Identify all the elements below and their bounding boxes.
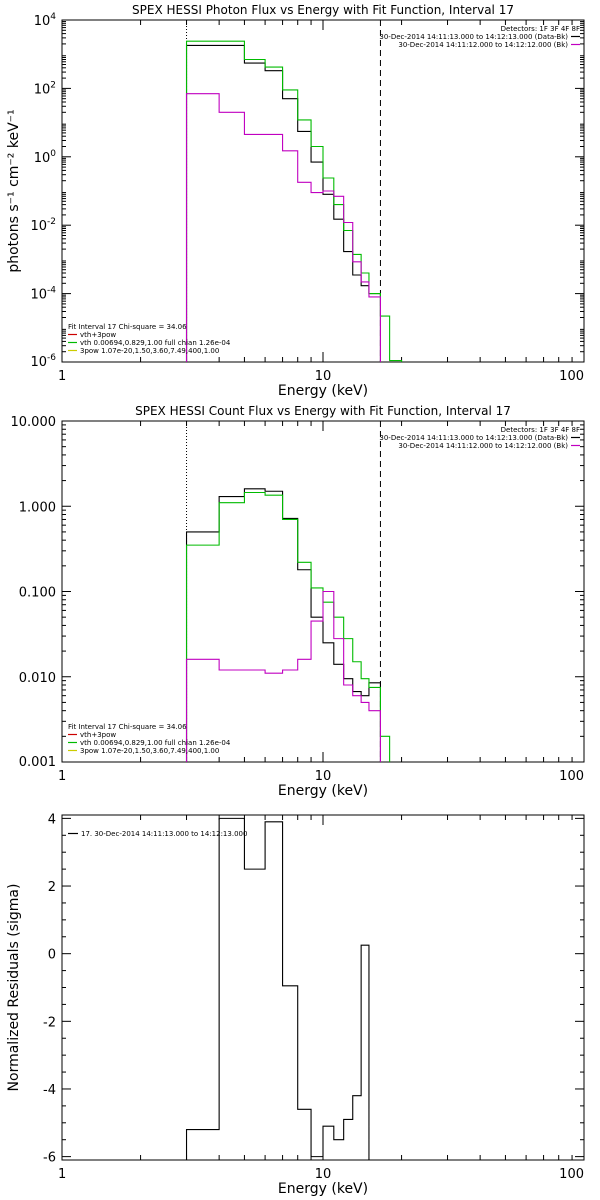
y-tick-exponent: 4 [50,12,56,22]
y-tick-base: 10 [34,82,51,97]
y-tick-exponent: 2 [50,80,56,90]
series-2-0 [185,817,381,1160]
y-tick-label: 0.010 [19,671,56,686]
x-tick-label: 100 [559,1167,584,1182]
legend-right-header: Detectors: 1F 3F 4F 8F [501,426,580,434]
series-1-0 [185,488,381,762]
chart-title-0: SPEX HESSI Photon Flux vs Energy with Fi… [132,3,514,17]
y-tick-exponent: -2 [47,217,56,227]
legend-right-entry: 30-Dec-2014 14:11:13.000 to 14:12:13.000… [379,33,568,41]
legend-left-entry: vth+3pow [80,331,116,339]
x-tick-label: 10 [315,769,332,784]
y-axis-label-0: photons s⁻¹ cm⁻² keV⁻¹ [6,109,22,272]
y-tick-exponent: 0 [50,149,56,159]
y-tick-label: -4 [43,1083,56,1098]
y-tick-base: 10 [30,355,47,370]
legend-left-entry: 17. 30-Dec-2014 14:11:13.000 to 14:12:13… [81,830,247,838]
y-tick-label: 0.100 [19,586,56,601]
y-tick-label: 0 [48,948,56,963]
legend-left-header: Fit Interval 17 Chi-square = 34.06 [68,323,187,331]
y-tick-label: 104 [34,12,57,29]
series-0-2 [185,93,381,362]
y-tick-base: 10 [34,14,51,29]
y-tick-label: 100 [34,149,57,166]
x-axis-label-2: Energy (keV) [278,1181,368,1197]
y-tick-exponent: -4 [47,286,56,296]
legend-right-header: Detectors: 1F 3F 4F 8F [501,25,580,33]
legend-left-entry: vth 0.00694,0.829,1.00 full chian 1.26e-… [80,739,231,747]
y-tick-base: 10 [30,288,47,303]
legend-left-entry: vth+3pow [80,731,116,739]
x-tick-label: 1 [58,1167,66,1182]
y-tick-label: 4 [48,812,56,827]
legend-left-header: Fit Interval 17 Chi-square = 34.06 [68,723,187,731]
y-tick-label: -2 [43,1015,56,1030]
chart-title-1: SPEX HESSI Count Flux vs Energy with Fit… [135,404,511,418]
x-tick-label: 100 [559,769,584,784]
y-tick-label: 10-4 [30,286,56,303]
y-tick-base: 10 [30,219,47,234]
y-tick-label: -6 [43,1151,56,1166]
x-axis-label-0: Energy (keV) [278,383,368,399]
x-tick-label: 10 [315,1167,332,1182]
plot-frame-2 [61,814,585,1161]
y-tick-label: 0.001 [19,755,56,770]
legend-left-entry: 3pow 1.07e-20,1.50,3.60,7.49,400,1.00 [80,747,219,755]
x-tick-label: 1 [58,369,66,384]
y-tick-label: 1.000 [19,500,56,515]
y-axis-label-2: Normalized Residuals (sigma) [6,884,22,1092]
series-1-2 [185,590,381,762]
y-tick-label: 2 [48,880,56,895]
legend-right-entry: 30-Dec-2014 14:11:12.000 to 14:12:12.000… [398,41,568,49]
y-tick-label: 102 [34,80,56,97]
legend-right-entry: 30-Dec-2014 14:11:13.000 to 14:12:13.000… [379,434,568,442]
x-tick-label: 1 [58,769,66,784]
y-tick-label: 10.000 [11,415,57,430]
y-tick-exponent: -6 [47,353,56,363]
y-tick-label: 10-2 [30,217,56,234]
x-axis-label-1: Energy (keV) [278,783,368,799]
x-tick-label: 100 [559,369,584,384]
series-0-1 [185,40,403,362]
y-tick-label: 10-6 [30,353,56,370]
series-1-1 [185,491,391,762]
x-tick-label: 10 [315,369,332,384]
y-tick-base: 10 [34,151,51,166]
legend-left-entry: 3pow 1.07e-20,1.50,3.60,7.49,400,1.00 [80,347,219,355]
series-0-0 [185,44,381,362]
legend-right-entry: 30-Dec-2014 14:11:12.000 to 14:12:12.000… [398,442,568,450]
legend-left-entry: vth 0.00694,0.829,1.00 full chian 1.26e-… [80,339,231,347]
